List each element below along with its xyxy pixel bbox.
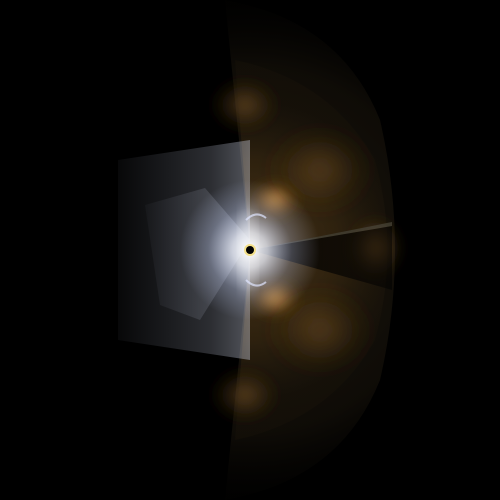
arc-lower: [245, 279, 267, 287]
nebula-haze-right-lower: [270, 290, 370, 370]
core: [246, 246, 254, 254]
shadow-wedge: [250, 222, 392, 290]
nebula-cloud-upper: [210, 77, 280, 133]
nebula-cloud-lower: [210, 367, 280, 423]
arc-upper: [245, 213, 267, 221]
nebula-haze-right-upper: [270, 130, 370, 210]
